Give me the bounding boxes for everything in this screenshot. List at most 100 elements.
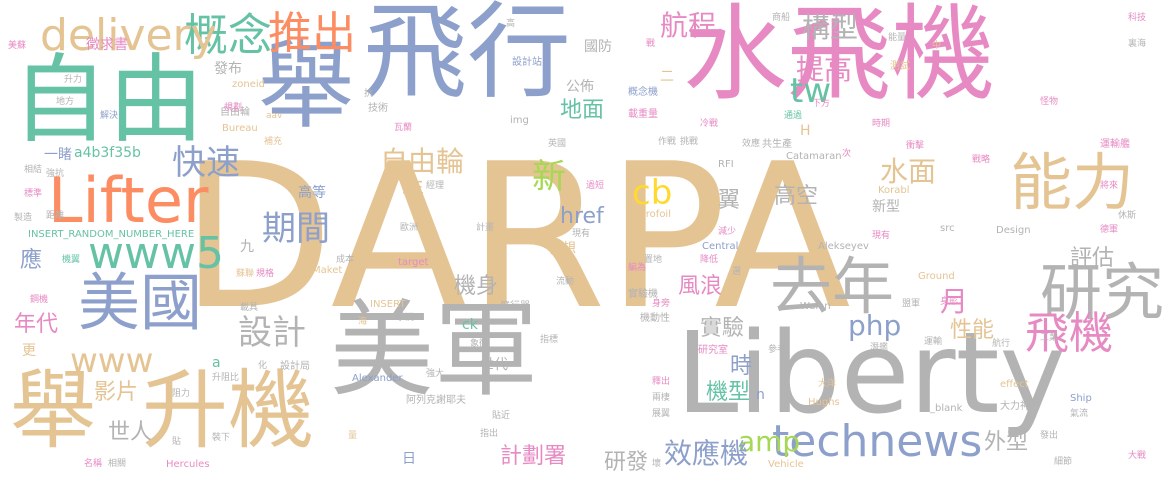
word-shiqi: 時期	[872, 119, 891, 129]
word-jianglai: 將來	[1100, 181, 1119, 191]
word-effect: effect	[1000, 379, 1029, 390]
word-zhizao: 製造	[14, 213, 33, 223]
word-vehicle: Vehicle	[768, 459, 804, 470]
word-shiyanji: 實驗機	[628, 289, 658, 300]
word-aav: aav	[266, 111, 283, 121]
word-delivery: delivery	[40, 10, 217, 61]
word-jixing: 機型	[706, 380, 751, 405]
word-gongshengchan: 共生產	[762, 139, 792, 150]
word-dayang: 大洋	[818, 379, 837, 389]
word-ceshi: 測試	[890, 61, 910, 72]
word-yi: 翼	[718, 188, 741, 213]
word-liangqi: 兩棲	[652, 393, 671, 403]
word-hua: 化	[258, 361, 268, 371]
word-xiaoying: 效應	[742, 139, 761, 149]
word-gao: 高	[506, 19, 516, 29]
word-yingpian: 影片	[94, 380, 139, 405]
word-a4b3f35b: a4b3f35b	[74, 145, 141, 161]
word-zhidi: 置地	[644, 255, 663, 265]
word-yue: 月	[940, 285, 969, 318]
word-geng: 更	[22, 343, 36, 359]
word-hercules: Hercules	[166, 459, 210, 470]
word-kang: 抗	[364, 89, 374, 99]
word-tuichu: 推出	[268, 8, 356, 59]
word-huai: 壞	[652, 459, 662, 469]
word-bianwei: 編為	[628, 263, 647, 273]
word-tiejin: 貼近	[492, 411, 511, 421]
word-guige: 規格	[256, 269, 275, 279]
word-shangchuan: 商船	[772, 13, 791, 23]
word-gainianji: 概念機	[628, 87, 658, 98]
word-fenglang: 風浪	[678, 274, 723, 299]
word-target: target	[398, 257, 429, 268]
word-keji: 科技	[1128, 13, 1147, 23]
word-lifter: Lifter	[48, 164, 209, 237]
word-technews: technews	[772, 416, 983, 467]
word-lihai: 裏海	[1128, 39, 1147, 49]
word-tie: 貼	[172, 437, 182, 447]
word-cankao: 參考	[768, 345, 787, 355]
word-xijie: 細節	[1054, 457, 1073, 467]
word-zoneid: zoneid	[232, 79, 265, 90]
word-xianyou-2: 現有	[572, 229, 591, 239]
word-cb: cb	[632, 173, 673, 213]
word-liang: 量	[348, 431, 358, 441]
word-ground: Ground	[918, 271, 955, 282]
word-xuan: 選	[732, 267, 742, 277]
word-difang: 地方	[56, 97, 75, 107]
word-mingcheng: 名稱	[84, 459, 103, 469]
word-zhan: 戰	[646, 39, 656, 49]
word-insert: INSERT	[370, 299, 406, 310]
word-chengben: 成本	[336, 255, 355, 265]
word-ci: 次	[842, 149, 852, 159]
word-tw: tw	[790, 71, 832, 111]
word-ouzhou: 歐洲	[400, 223, 419, 233]
word-design: Design	[996, 225, 1031, 236]
word-hydrofoil: Hydrofoil	[626, 209, 671, 220]
word-hangxing: 航行	[992, 339, 1011, 349]
word-xianyou: 現有	[872, 231, 891, 241]
word-yidu: 一睹	[44, 147, 72, 163]
word-yunshujian: 運輸艦	[1100, 139, 1130, 150]
word-feixing: 飛行	[363, 0, 572, 113]
word-yingguo: 英國	[548, 139, 567, 149]
word-xiaoyingji: 效應機	[664, 437, 749, 470]
word-a: a	[212, 355, 221, 371]
word-shenpang: 身旁	[652, 299, 671, 309]
word-gongye: 工業	[1040, 333, 1059, 343]
word-fachu: 發出	[1040, 431, 1059, 441]
word-zhichu: 指出	[480, 429, 499, 439]
word-er: 二	[660, 69, 674, 85]
word-hangcheng: 航程	[660, 9, 717, 42]
word-buchong: 補充	[264, 137, 283, 147]
word-xiafang: 下方	[812, 99, 831, 109]
word-xin: 新	[532, 157, 566, 197]
word-sulian: 蘇聯	[236, 269, 255, 279]
word-yanjiu: 研究	[1040, 256, 1165, 329]
word-gongbu: 公佈	[566, 79, 594, 95]
word-href: href	[560, 204, 604, 229]
word-shi: 時	[730, 354, 753, 379]
word-xiangjie: 相結	[24, 165, 43, 175]
word-qunian: 去年	[770, 250, 895, 323]
word-xinxing: 新型	[872, 199, 900, 215]
word-hughs: Hughs	[808, 397, 840, 408]
word-qijian: 期間	[262, 209, 330, 249]
word-shidai: 世代	[480, 357, 508, 373]
word-shengji: 升機	[142, 361, 314, 461]
word-n: n	[756, 387, 765, 403]
word-ck: ck	[462, 317, 478, 333]
word-shengzubi: 升阻比	[212, 373, 240, 383]
word-feixingqi: 飛行器	[500, 301, 530, 312]
word-central: Central	[702, 241, 739, 252]
word-gouxing: 構型	[802, 11, 859, 44]
word-darpa: DARPA	[180, 121, 851, 354]
word-feiji: 飛機	[1025, 308, 1113, 359]
word-niandai: 年代	[14, 312, 59, 337]
word-zaiju: 載具	[240, 303, 259, 313]
word-shiren: 世人	[108, 420, 153, 445]
word-rfi: RFI	[718, 159, 734, 170]
word-xiusi: 休斯	[1118, 211, 1137, 221]
word-zuozhan: 作戰	[658, 137, 677, 147]
word-yanjiushi: 研究室	[698, 345, 728, 356]
